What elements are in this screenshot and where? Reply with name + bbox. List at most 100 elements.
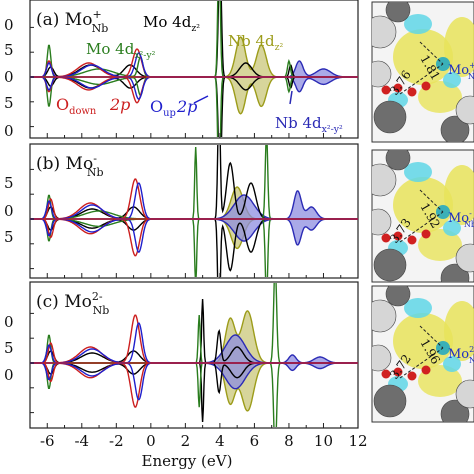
oxygen-atom [407, 371, 417, 381]
oxygen-atom [393, 367, 403, 377]
y-tick-label: 0 [4, 366, 14, 384]
x-tick-label: -2 [109, 432, 124, 450]
x-tick-label: 0 [146, 432, 156, 450]
oxygen-atom [421, 81, 431, 91]
series-fill [30, 190, 358, 245]
y-tick-label: 0 [4, 68, 14, 86]
atom-sphere [372, 60, 392, 88]
oxygen-atom [407, 235, 417, 245]
charge-lobe-cyan [443, 356, 461, 372]
x-tick-label: -6 [40, 432, 55, 450]
y-tick-label: 5 [4, 94, 14, 112]
annotation-label: Odown [56, 95, 97, 117]
panel-label-sup: - [93, 152, 97, 165]
x-tick-label: 12 [348, 432, 367, 450]
x-tick-label: 8 [284, 432, 294, 450]
panel-label-sub: Nb [87, 166, 104, 179]
atom-sphere [373, 100, 407, 134]
y-tick-label: 0 [4, 313, 14, 331]
annotation-label: Oup [150, 97, 176, 119]
atom-sphere [372, 208, 392, 236]
structure-panel-2: 1.923.73 Mo-Nb [371, 149, 474, 283]
oxygen-atom [393, 231, 403, 241]
oxygen-atom [381, 233, 391, 243]
panel-a-annotations: Mo 4dz² Mo 4dx²-y² Nb 4dz² Nb 4dx²-y² Odown 2… [56, 13, 343, 135]
annotation-label: Nb 4dz² [228, 32, 284, 53]
charge-lobe-yellow [393, 29, 453, 85]
structure-atoms: 1.923.73 Mo-Nb [372, 150, 474, 282]
annotation-label: 2p [176, 97, 197, 116]
charge-lobe-yellow [444, 165, 474, 225]
atom-sphere [385, 2, 411, 23]
charge-lobe-yellow [444, 301, 474, 361]
x-tick-label: 6 [250, 432, 260, 450]
y-tick-label: 5 [4, 228, 14, 246]
atom-sphere [373, 384, 407, 418]
dos-panel-3: (c) Mo2-Nb [29, 281, 359, 429]
charge-lobe-yellow [444, 17, 474, 77]
annotation-arrow [289, 90, 293, 105]
oxygen-atom [421, 365, 431, 375]
bond-line [419, 325, 444, 349]
panel-frame [29, 281, 359, 429]
charge-lobe-yellow [393, 313, 453, 369]
dos-plots: (a) Mo+ Nb (b) Mo-Nb (c) Mo2-Nb 0 5 0 5 0 5 0 5 0 5 0 -… [4, 0, 368, 450]
y-tick-label: 5 [4, 174, 14, 192]
oxygen-atom [381, 85, 391, 95]
panel-frame [29, 0, 359, 139]
atom-sphere [372, 15, 397, 49]
series-line-spin-up [30, 48, 358, 78]
oxygen-atom [421, 229, 431, 239]
oxygen-atom [407, 87, 417, 97]
annotation-label: Nb 4dx²-y² [275, 114, 343, 135]
series-fill [30, 310, 358, 411]
annotation-arrow [193, 95, 209, 104]
atom-sphere [372, 163, 397, 197]
annotation-label: Mo 4dz² [143, 13, 200, 34]
panel-label: (a) Mo+ Nb [36, 8, 108, 35]
series-line-spin-down [30, 218, 358, 277]
x-tick-label: 4 [215, 432, 225, 450]
y-tick-label: 0 [4, 16, 14, 34]
atom-sphere [372, 299, 397, 333]
x-axis-label: Energy (eV) [142, 452, 233, 470]
charge-lobe-cyan [443, 72, 461, 88]
atom-sphere [455, 95, 474, 125]
panel-label-sup: + [92, 8, 101, 21]
charge-lobe-cyan [404, 14, 432, 34]
atom-sphere [372, 344, 392, 372]
panel-label: (c) Mo2-Nb [36, 290, 109, 317]
atom-sphere [440, 115, 470, 142]
bond-line [399, 63, 444, 95]
series-line-spin-up [30, 334, 358, 364]
y-tick-label: 5 [4, 41, 14, 59]
bond-line [399, 211, 444, 243]
site-label: Mo+Nb [448, 61, 474, 81]
atom-sphere [385, 150, 411, 171]
charge-lobe-cyan [404, 162, 432, 182]
bond-line [419, 189, 444, 213]
atom-sphere [373, 248, 407, 282]
panel-label-sub: Nb [92, 22, 109, 35]
site-label: Mo2-Nb [448, 345, 474, 365]
charge-lobe-yellow [393, 177, 453, 233]
annotation-label: 2p [109, 95, 130, 114]
series-line-spin-down [30, 362, 358, 401]
series-line-spin-up [30, 145, 358, 220]
panel-label-sub: Nb [93, 304, 110, 317]
bond-line [419, 41, 444, 65]
annotation-label: Mo 4dx²-y² [86, 40, 156, 61]
atom-sphere [455, 243, 474, 273]
x-tick-label: -4 [74, 432, 89, 450]
series-line-spin-up [30, 322, 358, 364]
atom-sphere [385, 286, 411, 307]
series-fill [30, 335, 358, 389]
charge-lobe-cyan [404, 298, 432, 318]
x-tick-label: 2 [181, 432, 191, 450]
